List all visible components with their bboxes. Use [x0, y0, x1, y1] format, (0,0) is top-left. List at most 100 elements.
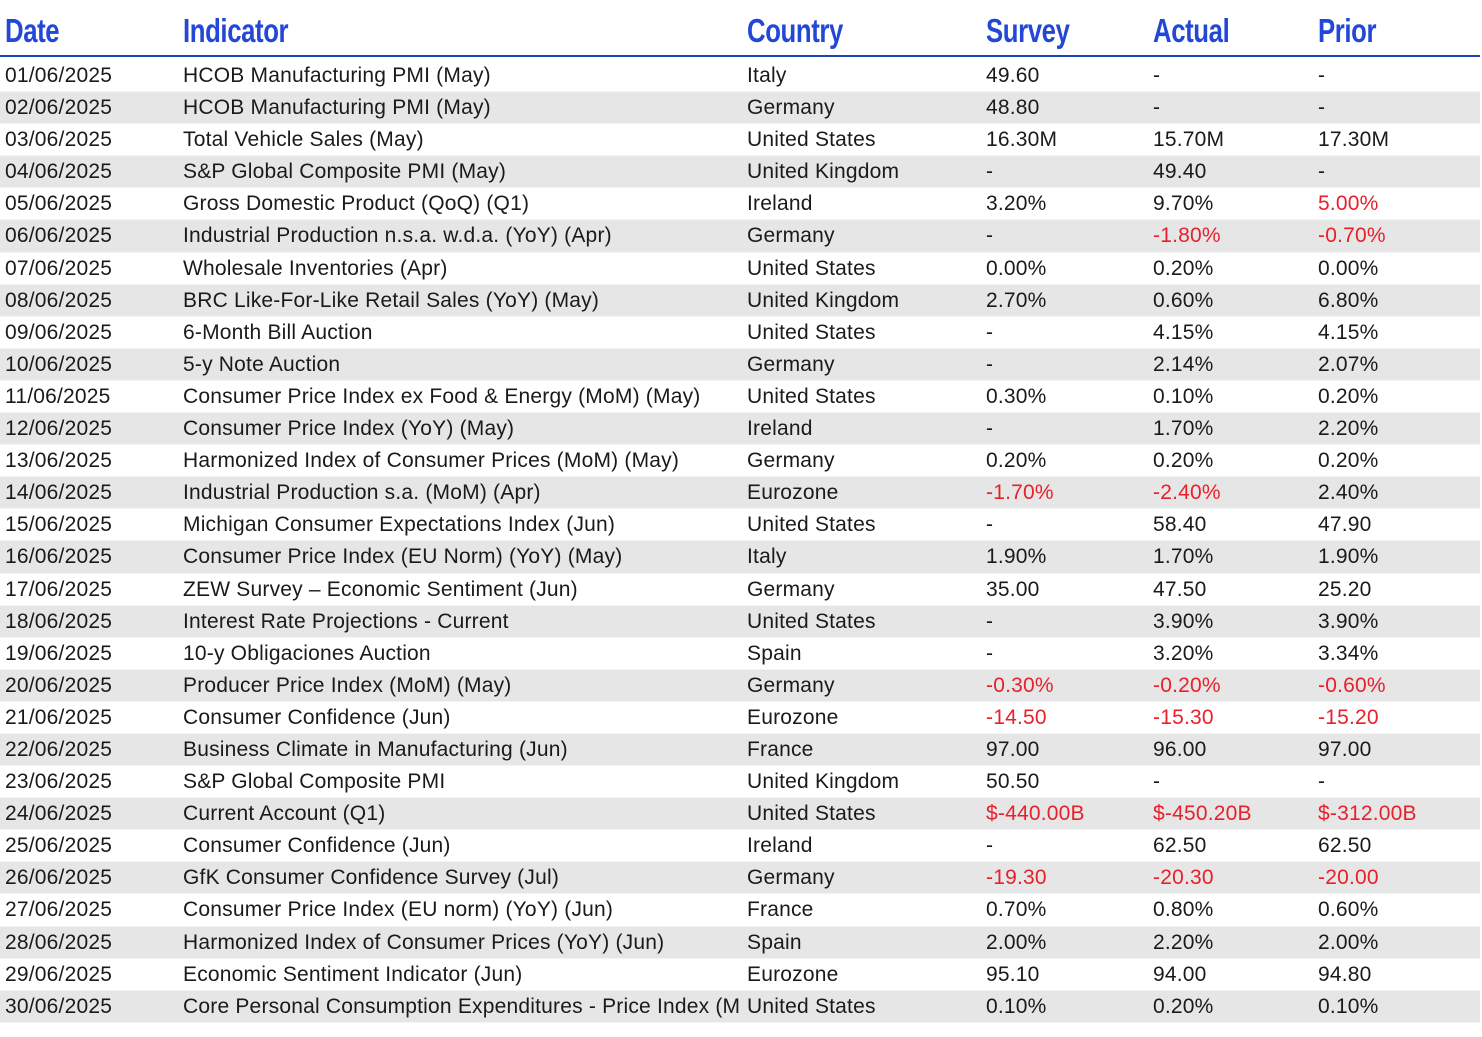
prior-cell: -	[1318, 64, 1326, 87]
table-row[interactable]: 05/06/2025 Gross Domestic Product (QoQ) (…	[0, 188, 1480, 221]
table-row[interactable]: 27/06/2025 Consumer Price Index (EU norm)…	[0, 894, 1480, 927]
indicator-cell: Consumer Price Index (YoY) (May)	[183, 417, 515, 441]
actual-cell: -	[1153, 64, 1161, 87]
table-row[interactable]: 25/06/2025 Consumer Confidence (Jun) Irela…	[0, 830, 1480, 863]
survey-cell: -	[986, 160, 994, 184]
table-row[interactable]: 18/06/2025 Interest Rate Projections - Cu…	[0, 605, 1480, 638]
table-row[interactable]: 15/06/2025 Michigan Consumer Expectations…	[0, 509, 1480, 542]
table-row[interactable]: 20/06/2025 Producer Price Index (MoM) (Ma…	[0, 669, 1480, 702]
indicator-cell: Current Account (Q1)	[183, 802, 386, 826]
survey-cell: 0.70%	[986, 898, 1047, 922]
header-date[interactable]: Date	[5, 12, 60, 49]
indicator-cell: Consumer Price Index ex Food & Energy (M…	[183, 384, 701, 408]
indicator-cell: Gross Domestic Product (QoQ) (Q1)	[183, 192, 530, 216]
date-cell: 16/06/2025	[5, 545, 113, 569]
header-actual[interactable]: Actual	[1153, 12, 1230, 49]
date-cell: 02/06/2025	[5, 96, 113, 120]
actual-cell: -	[1153, 96, 1161, 120]
country-cell: Spain	[747, 641, 802, 665]
survey-cell: -19.30	[986, 866, 1047, 890]
country-cell: Germany	[747, 224, 835, 248]
country-cell: United Kingdom	[747, 770, 900, 794]
table-row[interactable]: 09/06/2025 6-Month Bill Auction United Sta…	[0, 317, 1480, 349]
table-row[interactable]: 02/06/2025 HCOB Manufacturing PMI (May) Ge…	[0, 92, 1480, 125]
actual-cell: 94.00	[1153, 962, 1207, 986]
date-cell: 27/06/2025	[5, 898, 113, 922]
date-cell: 22/06/2025	[5, 737, 113, 761]
prior-cell: 0.20%	[1318, 449, 1379, 473]
survey-cell: 0.00%	[986, 256, 1047, 280]
table-row[interactable]: 06/06/2025 Industrial Production n.s.a. w…	[0, 220, 1480, 253]
table-row[interactable]: 03/06/2025 Total Vehicle Sales (May) Unite…	[0, 124, 1480, 157]
table-row[interactable]: 14/06/2025 Industrial Production s.a. (Mo…	[0, 477, 1480, 510]
country-cell: Eurozone	[747, 962, 839, 986]
survey-cell: 50.50	[986, 770, 1040, 794]
date-cell: 09/06/2025	[5, 320, 113, 344]
table-row[interactable]: 22/06/2025 Business Climate in Manufactur…	[0, 733, 1480, 767]
indicator-cell: Economic Sentiment Indicator (Jun)	[183, 962, 523, 986]
actual-cell: -2.40%	[1153, 481, 1221, 505]
table-row[interactable]: 19/06/2025 10-y Obligaciones Auction Spain…	[0, 638, 1480, 670]
country-cell: United States	[747, 384, 876, 408]
indicator-cell: 6-Month Bill Auction	[183, 320, 373, 344]
indicator-cell: Harmonized Index of Consumer Prices (MoM…	[183, 449, 680, 473]
survey-cell: $-440.00B	[986, 802, 1085, 826]
actual-cell: 0.60%	[1153, 288, 1214, 312]
table-row[interactable]: 11/06/2025 Consumer Price Index ex Food &…	[0, 381, 1480, 414]
survey-cell: 2.70%	[986, 288, 1047, 312]
prior-cell: 3.34%	[1318, 641, 1379, 665]
table-row[interactable]: 30/06/2025 Core Personal Consumption Expe…	[0, 990, 1480, 1023]
prior-cell: -	[1318, 160, 1326, 184]
indicator-cell: Producer Price Index (MoM) (May)	[183, 673, 512, 697]
country-cell: United States	[747, 256, 876, 280]
table-row[interactable]: 12/06/2025 Consumer Price Index (YoY) (Ma…	[0, 413, 1480, 446]
prior-cell: 6.80%	[1318, 288, 1379, 312]
table-row[interactable]: 24/06/2025 Current Account (Q1) United Sta…	[0, 798, 1480, 831]
country-cell: Germany	[747, 352, 835, 376]
table-row[interactable]: 08/06/2025 BRC Like-For-Like Retail Sales…	[0, 284, 1480, 317]
header-country[interactable]: Country	[747, 12, 843, 49]
survey-cell: 0.20%	[986, 449, 1047, 473]
date-cell: 06/06/2025	[5, 224, 113, 248]
survey-cell: -14.50	[986, 705, 1047, 729]
country-cell: Ireland	[747, 192, 813, 216]
table-row[interactable]: 28/06/2025 Harmonized Index of Consumer P…	[0, 926, 1480, 959]
table-row[interactable]: 04/06/2025 S&P Global Composite PMI (May)…	[0, 156, 1480, 189]
prior-cell: 3.90%	[1318, 609, 1379, 633]
prior-cell: 2.07%	[1318, 352, 1379, 376]
table-row[interactable]: 23/06/2025 S&P Global Composite PMI United…	[0, 766, 1480, 799]
indicator-cell: Total Vehicle Sales (May)	[183, 128, 424, 152]
table-row[interactable]: 17/06/2025 ZEW Survey – Economic Sentimen…	[0, 574, 1480, 606]
table-row[interactable]: 29/06/2025 Economic Sentiment Indicator (…	[0, 959, 1480, 991]
indicator-cell: Consumer Confidence (Jun)	[183, 834, 451, 858]
date-cell: 01/06/2025	[5, 64, 113, 87]
table-row[interactable]: 26/06/2025 GfK Consumer Confidence Survey…	[0, 862, 1480, 895]
indicator-cell: 10-y Obligaciones Auction	[183, 641, 431, 665]
date-cell: 17/06/2025	[5, 577, 113, 601]
table-row[interactable]: 21/06/2025 Consumer Confidence (Jun) Euroz…	[0, 702, 1480, 734]
table-row[interactable]: 13/06/2025 Harmonized Index of Consumer P…	[0, 445, 1480, 478]
header-prior[interactable]: Prior	[1318, 12, 1377, 49]
country-cell: Ireland	[747, 417, 813, 441]
actual-cell: 49.40	[1153, 160, 1207, 184]
table-row[interactable]: 07/06/2025 Wholesale Inventories (Apr) Uni…	[0, 253, 1480, 285]
table-row[interactable]: 10/06/2025 5-y Note Auction Germany - 2.14% 2…	[0, 348, 1480, 381]
actual-cell: $-450.20B	[1153, 802, 1252, 826]
indicator-cell: Industrial Production n.s.a. w.d.a. (YoY…	[183, 224, 612, 248]
header-survey[interactable]: Survey	[986, 12, 1070, 49]
header-indicator[interactable]: Indicator	[183, 12, 289, 49]
survey-cell: -	[986, 834, 994, 858]
country-cell: France	[747, 737, 814, 761]
date-cell: 20/06/2025	[5, 673, 113, 697]
survey-cell: 95.10	[986, 962, 1040, 986]
indicator-cell: Michigan Consumer Expectations Index (Ju…	[183, 513, 616, 537]
country-cell: France	[747, 898, 814, 922]
prior-cell: -0.70%	[1318, 224, 1386, 248]
country-cell: Italy	[747, 64, 787, 87]
table-row[interactable]: 16/06/2025 Consumer Price Index (EU Norm)…	[0, 541, 1480, 574]
survey-cell: -	[986, 352, 994, 376]
country-cell: United Kingdom	[747, 160, 900, 184]
table-row[interactable]: 01/06/2025 HCOB Manufacturing PMI (May) It…	[0, 60, 1480, 93]
prior-cell: 0.10%	[1318, 994, 1379, 1018]
survey-cell: -1.70%	[986, 481, 1054, 505]
